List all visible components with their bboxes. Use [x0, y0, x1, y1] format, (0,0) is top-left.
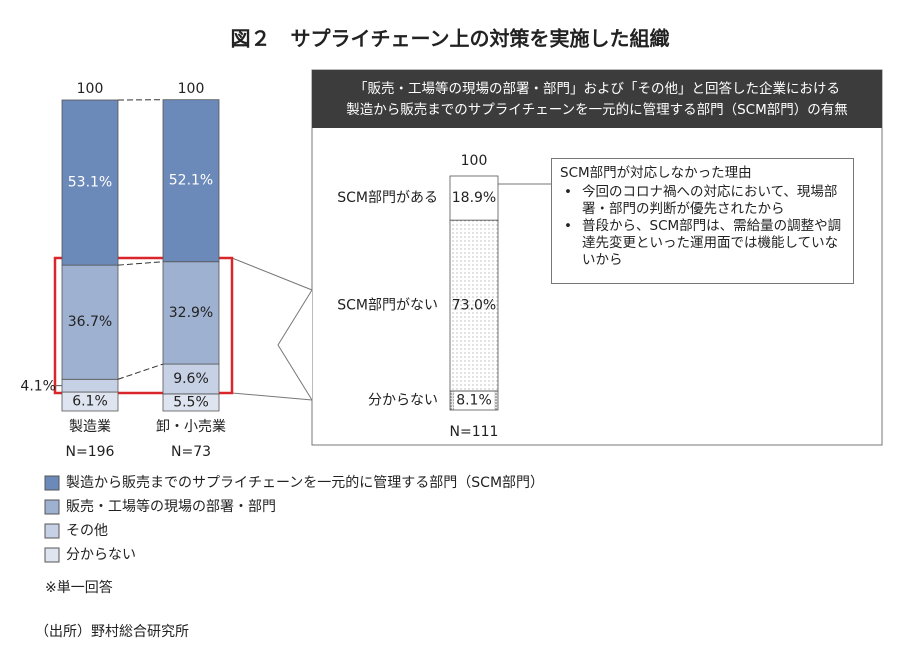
bar-segment: [61, 264, 119, 380]
value-label: 52.1%: [169, 173, 213, 189]
bar-segment: [449, 219, 499, 392]
legend-swatch: [44, 523, 60, 539]
panel-title: 製造から販売までのサプライチェーンを一元的に管理する部門（SCM部門）の有無: [346, 102, 847, 118]
note-list: 今回のコロナ禍への対応において、現場部署・部門の判断が優先されたから 普段から、…: [560, 184, 845, 269]
panel-title: 「販売・工場等の現場の部署・部門」および「その他」と回答した企業における: [354, 80, 840, 97]
category-label: 製造業: [69, 419, 111, 435]
value-label: 4.1%: [20, 379, 56, 395]
callout: [277, 289, 313, 401]
value-label: 8.1%: [456, 393, 492, 409]
total-label: 100: [77, 81, 104, 97]
panel-header: [312, 70, 882, 128]
total-label: 100: [178, 81, 205, 97]
total-label: 100: [461, 153, 488, 169]
highlight-box: [53, 256, 234, 395]
category-label: 分からない: [368, 393, 438, 409]
value-label: 9.6%: [173, 371, 209, 387]
legend-label: 販売・工場等の現場の部署・部門: [66, 498, 276, 515]
value-label: 53.1%: [68, 175, 112, 191]
legend-label: 分からない: [66, 547, 136, 563]
category-label: 卸・小売業: [156, 419, 226, 435]
legend-swatch: [44, 499, 60, 515]
connector: [117, 261, 164, 266]
sample-size: N=196: [66, 444, 115, 460]
sample-size: N=111: [450, 424, 499, 440]
value-label: 18.9%: [452, 190, 496, 206]
note-item: 普段から、SCM部門は、需給量の調整や調達先変更といった運用面では機能していない…: [560, 218, 845, 269]
note-box: SCM部門が対応しなかった理由 今回のコロナ禍への対応において、現場部署・部門の…: [551, 158, 854, 284]
value-label: 6.1%: [72, 394, 108, 410]
source: （出所）野村総合研究所: [35, 624, 189, 640]
callout: [231, 257, 313, 291]
callout: [231, 392, 313, 401]
bar-segment: [449, 175, 499, 221]
category-label: SCM部門がない: [337, 298, 438, 314]
legend-label: 製造から販売までのサプライチェーンを一元的に管理する部門（SCM部門）: [66, 475, 544, 491]
bar-segment: [162, 99, 220, 263]
category-label: SCM部門がある: [337, 190, 438, 206]
legend-swatch: [44, 475, 60, 491]
legend-label: その他: [66, 523, 108, 539]
label-bg: [454, 391, 494, 410]
sample-size: N=73: [171, 444, 211, 460]
note-item: 今回のコロナ禍への対応において、現場部署・部門の判断が優先されたから: [560, 184, 845, 218]
footnote: ※単一回答: [45, 579, 113, 596]
value-label: 32.9%: [169, 305, 213, 321]
bar-segment: [61, 378, 119, 393]
figure-title: 図２ サプライチェーン上の対策を実施した組織: [231, 27, 670, 51]
value-label: 36.7%: [68, 314, 112, 330]
note-title: SCM部門が対応しなかった理由: [560, 165, 752, 181]
legend-swatch: [44, 547, 60, 563]
bar-segment: [61, 99, 119, 266]
connector: [117, 363, 164, 380]
value-label: 73.0%: [452, 298, 496, 314]
value-label: 5.5%: [173, 394, 209, 410]
